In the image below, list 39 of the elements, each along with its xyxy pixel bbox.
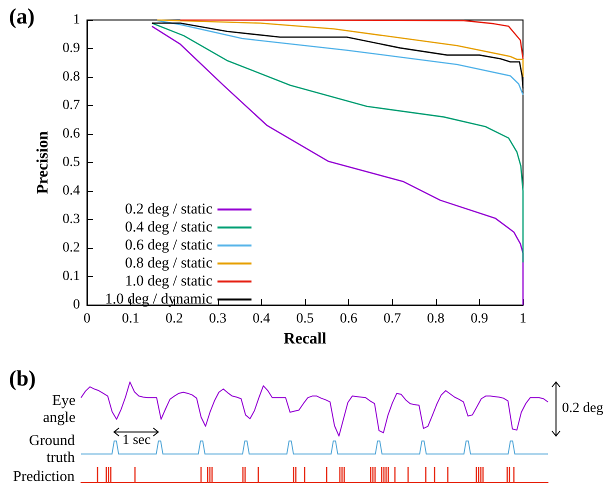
y-tick-label: 1 <box>73 12 80 28</box>
y-tick-label: 0.9 <box>62 41 80 56</box>
legend-label: 0.2 deg / static <box>124 202 213 218</box>
y-tick-label: 0 <box>73 298 80 313</box>
x-tick-label: 0.3 <box>209 312 227 327</box>
y-tick-label: 0.8 <box>62 70 80 85</box>
annotation: 1 sec <box>122 433 151 449</box>
line-series <box>180 19 524 60</box>
y-tick-label: 0.3 <box>62 212 80 228</box>
x-tick-label: 0.4 <box>252 312 270 327</box>
y-axis-title: Eye angle <box>43 392 76 426</box>
y-tick-label: 0.4 <box>62 184 80 199</box>
y-tick-label: 0.7 <box>62 98 80 114</box>
line-series <box>156 19 524 78</box>
legend-label: 0.4 deg / static <box>124 220 213 236</box>
legend-label: 1.0 deg / dynamic <box>104 292 213 308</box>
legend-label: 1.0 deg / static <box>124 274 213 290</box>
x-tick-label: 0.1 <box>122 312 140 327</box>
legend-label: 0.8 deg / static <box>124 256 213 272</box>
y-tick-label: 0.1 <box>62 269 80 284</box>
chart-title: (a) <box>9 4 35 28</box>
y-tick-label: 0.2 <box>62 240 80 256</box>
y-axis-title: Precision <box>34 131 52 194</box>
y-axis-title: Ground truth <box>29 433 75 467</box>
text: 0.2 deg <box>562 401 604 417</box>
x-tick-label: 0 <box>84 312 90 327</box>
y-tick-label: 0.6 <box>62 126 80 142</box>
x-tick-label: 0.5 <box>296 312 314 327</box>
y-tick-label: 0.5 <box>62 155 80 170</box>
x-tick-label: 0.2 <box>165 312 183 327</box>
x-tick-label: 0.9 <box>470 312 488 327</box>
x-tick-label: 0.7 <box>383 312 401 327</box>
x-axis-title: Recall <box>284 330 327 348</box>
y-axis-title: Prediction <box>13 468 75 486</box>
x-tick-label: 1 <box>520 312 526 327</box>
x-tick-label: 0.6 <box>340 312 358 327</box>
chart-title: (b) <box>9 366 36 390</box>
legend-label: 0.6 deg / static <box>124 238 213 254</box>
x-tick-label: 0.8 <box>427 312 445 327</box>
